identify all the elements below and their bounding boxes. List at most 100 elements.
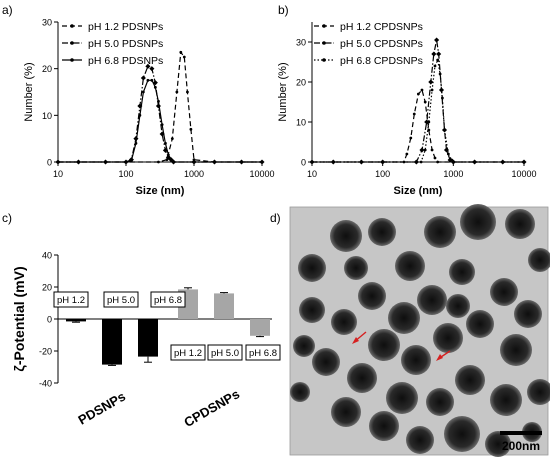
data-chart-b-series-1-point: [420, 88, 424, 92]
chart-c-category-box: [103, 291, 139, 308]
data-chart-b-series-1-point: [416, 92, 420, 96]
data-chart-a-x-tick-label: 1000: [184, 169, 204, 179]
data-chart-b-x-tick-label: 1000: [443, 169, 463, 179]
data-chart-a-series-3-point: [124, 160, 128, 164]
chart-c-category-box: [150, 291, 186, 308]
chart-c-category-label: pH 5.0: [107, 295, 135, 306]
panel-label-b: b): [278, 3, 289, 17]
data-chart-b-series-3-point: [443, 128, 446, 132]
data-chart-b-series-2-point: [431, 51, 437, 57]
data-chart-b-legend-label: pH 1.2 CPDSNPs: [340, 21, 423, 33]
data-chart-b-series-1-line: [312, 88, 524, 163]
tem-particles: [290, 204, 550, 457]
tem-particle: [344, 256, 368, 280]
data-chart-a-y-axis-label: Number (%): [23, 62, 35, 121]
chart-c-bar: [214, 293, 234, 319]
chart-c-y-tick-label: 0: [47, 315, 52, 325]
chart-c-category-box: [245, 344, 281, 361]
chart-c-category-label: pH 1.2: [57, 295, 85, 306]
tem-particle: [368, 329, 400, 361]
data-chart-a-series-3-point: [240, 160, 243, 164]
data-chart-a-series-3-point: [192, 160, 196, 164]
data-chart-a-legend-marker: [70, 41, 74, 45]
data-chart-a-y-tick-label: 0: [47, 158, 52, 168]
data-chart-b-series-3-point: [423, 148, 427, 152]
data-chart-b-series-3-point: [419, 160, 423, 164]
data-chart-a-series-1-point: [157, 160, 160, 164]
data-chart-b-series-3-point: [310, 160, 314, 164]
data-chart-a-series-3-point: [160, 123, 164, 127]
tem-particle: [388, 302, 420, 334]
chart-c-category-box: [207, 344, 243, 361]
data-chart-b-series-3-point: [450, 158, 454, 162]
data-chart-a-series-1-line: [58, 50, 262, 163]
data-chart-b-series-1-point: [412, 112, 416, 116]
tem-particle: [514, 300, 542, 328]
data-chart-b-x-axis-label: Size (nm): [394, 185, 443, 197]
chart-c-y-tick-label: -20: [39, 347, 52, 357]
chart-c-category-label: pH 1.2: [174, 348, 202, 359]
tem-particle: [433, 323, 463, 353]
data-chart-a-x-axis-label: Size (nm): [136, 185, 185, 197]
data-chart-b-series-2-point: [438, 87, 445, 93]
data-chart-b-series-3-point: [522, 160, 526, 164]
chart-c-bar: [250, 319, 270, 336]
tem-arrowhead-2: [436, 354, 443, 361]
tem-particle: [369, 411, 399, 441]
tem-particle: [331, 309, 357, 335]
panel-label-a: a): [2, 3, 13, 17]
scale-bar-label: 200nm: [502, 439, 540, 453]
chart-c-category-label: pH 5.0: [211, 348, 239, 359]
data-chart-b-y-axis-label: Number (%): [277, 62, 289, 121]
data-chart-a-series-3-point: [146, 78, 150, 82]
chart-c-category-label: pH 6.8: [249, 348, 277, 359]
data-chart-a-legend-label: pH 5.0 PDSNPs: [88, 38, 163, 50]
chart-c-bar: [102, 319, 122, 365]
data-chart-b-series-3-line: [312, 57, 524, 163]
tem-particle: [358, 282, 386, 310]
chart-c-bar: [138, 319, 158, 357]
data-chart-b-series-3-point: [446, 152, 450, 156]
data-chart-b-legend-label: pH 6.8 CPDSNPs: [340, 55, 423, 67]
data-chart-a-series-3-point: [153, 85, 157, 89]
data-chart-a-series-3-point: [77, 160, 80, 164]
tem-particle: [386, 382, 418, 414]
data-chart-b-series-2-point: [419, 147, 425, 153]
data-chart-a-series-3-point: [141, 90, 145, 94]
data-chart-b-legend-marker: [322, 24, 326, 28]
data-chart-b-y-tick-label: 10: [296, 118, 306, 128]
tem-particle: [455, 365, 485, 395]
data-chart-a-series-3-point: [213, 160, 216, 164]
tem-particle: [312, 348, 340, 376]
data-chart-a-series-1-point: [179, 50, 183, 54]
chart-c-category-box: [170, 344, 206, 361]
data-chart-a-series-1-point: [170, 137, 174, 141]
tem-particle: [395, 251, 425, 281]
data-chart-b-series-1-point: [433, 156, 437, 160]
data-chart-b-series-3-point: [501, 160, 505, 164]
data-chart-b-series-1-point: [436, 160, 440, 164]
data-chart-a-y-tick-label: 10: [42, 111, 52, 121]
tem-micrograph: 200nm: [289, 204, 550, 457]
tem-particle: [347, 363, 377, 393]
tem-arrows: [352, 331, 451, 361]
tem-particle: [528, 248, 550, 272]
tem-particle: [485, 431, 511, 457]
tem-particle: [298, 254, 326, 282]
data-chart-a-legend-marker: [70, 58, 74, 62]
data-chart-a-series-3-point: [138, 113, 142, 117]
data-chart-b-legend-marker: [322, 58, 326, 62]
data-chart-a-x-tick-label: 10000: [249, 169, 274, 179]
data-chart-a-series-3-point: [104, 160, 107, 164]
tem-arrowhead-1: [352, 337, 359, 344]
data-chart-b-series-3-point: [473, 160, 477, 164]
panel-label-c: c): [2, 211, 12, 225]
data-chart-a-x-tick-label: 10: [53, 169, 63, 179]
tem-particle: [426, 388, 454, 416]
data-chart-a-y-tick-label: 20: [42, 64, 52, 74]
tem-particle: [401, 345, 431, 375]
tem-particle: [466, 310, 494, 338]
data-chart-a-x-tick-label: 100: [118, 169, 133, 179]
